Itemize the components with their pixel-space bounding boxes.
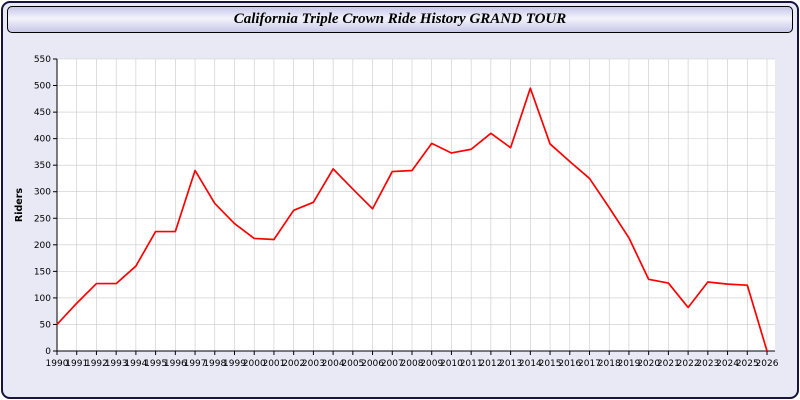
- x-tick-label: 2015: [539, 359, 562, 369]
- x-tick-label: 2005: [341, 359, 364, 369]
- x-tick-label: 2000: [243, 359, 266, 369]
- x-tick-label: 2023: [696, 359, 719, 369]
- x-tick-label: 2017: [578, 359, 601, 369]
- x-tick-label: 2025: [736, 359, 759, 369]
- y-axis-title: Riders: [14, 188, 25, 223]
- y-tick-label: 550: [34, 55, 51, 65]
- y-tick-label: 500: [34, 82, 51, 92]
- y-tick-label: 100: [34, 294, 51, 304]
- page-title: California Triple Crown Ride History GRA…: [233, 11, 567, 27]
- x-tick-label: 1999: [223, 359, 246, 369]
- x-tick-label: 1991: [65, 359, 88, 369]
- y-tick-label: 0: [45, 347, 51, 357]
- x-tick-label: 2018: [598, 359, 621, 369]
- x-tick-label: 2003: [302, 359, 325, 369]
- x-tick-label: 2004: [322, 359, 345, 369]
- x-tick-label: 2010: [440, 359, 463, 369]
- x-tick-label: 2012: [479, 359, 502, 369]
- chart-area: 0 50 100 150 200 250 300 350 400 450 500 550 1990 199…: [11, 45, 789, 397]
- ride-history-line-chart: 0501001502002503003504004505005501990199…: [14, 55, 779, 369]
- x-tick-label: 2022: [677, 359, 700, 369]
- x-tick-label: 1990: [46, 359, 69, 369]
- x-tick-label: 1998: [203, 359, 226, 369]
- x-tick-label: 2009: [420, 359, 443, 369]
- x-tick-label: 2008: [401, 359, 424, 369]
- x-tick-label: 2020: [637, 359, 660, 369]
- y-tick-label: 250: [34, 214, 51, 224]
- x-tick-label: 2013: [499, 359, 522, 369]
- x-tick-label: 2011: [460, 359, 483, 369]
- x-tick-label: 1997: [184, 359, 207, 369]
- x-tick-label: 2016: [558, 359, 581, 369]
- plot-background: [57, 59, 775, 351]
- title-bar: California Triple Crown Ride History GRA…: [7, 6, 793, 33]
- riders-series-line: [56, 87, 768, 352]
- y-tick-label: 350: [34, 161, 51, 171]
- x-tick-label: 2026: [756, 359, 779, 369]
- x-tick-label: 2021: [657, 359, 680, 369]
- y-tick-label: 300: [34, 188, 51, 198]
- x-tick-label: 2024: [716, 359, 739, 369]
- y-tick-label: 450: [34, 108, 51, 118]
- y-tick-label: 200: [34, 241, 51, 251]
- x-tick-label: 1995: [144, 359, 167, 369]
- x-tick-label: 2007: [381, 359, 404, 369]
- x-tick-label: 2002: [282, 359, 305, 369]
- x-tick-label: 2001: [262, 359, 285, 369]
- y-tick-label: 50: [40, 320, 52, 330]
- x-tick-label: 1996: [164, 359, 187, 369]
- y-tick-label: 150: [34, 267, 51, 277]
- x-tick-label: 1993: [105, 359, 128, 369]
- x-tick-label: 1994: [124, 359, 147, 369]
- x-tick-label: 2006: [361, 359, 384, 369]
- x-tick-label: 2014: [519, 359, 542, 369]
- x-tick-label: 1992: [85, 359, 108, 369]
- y-tick-label: 400: [34, 135, 51, 145]
- x-tick-label: 2019: [617, 359, 640, 369]
